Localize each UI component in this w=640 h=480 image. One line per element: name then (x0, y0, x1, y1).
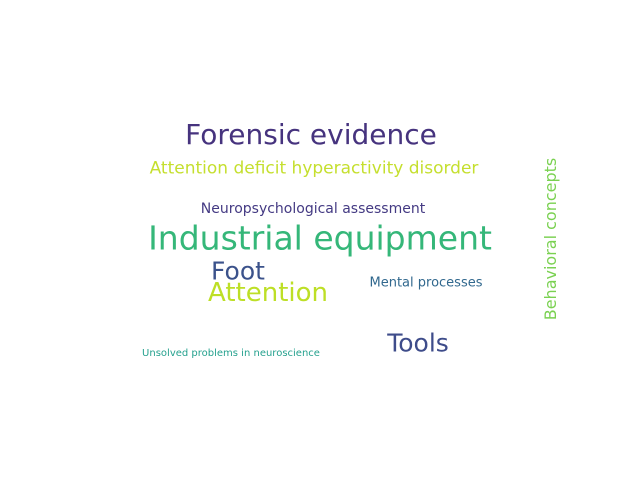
word-mental-processes: Mental processes (369, 275, 483, 291)
word-behavioral-concepts: Behavioral concepts (541, 157, 560, 321)
word-attention-deficit-hyperactivity-disorder: Attention deficit hyperactivity disorder (149, 158, 479, 179)
word-tools: Tools (387, 328, 449, 358)
word-industrial-equipment: Industrial equipment (148, 218, 492, 258)
word-attention: Attention (208, 278, 328, 308)
word-neuropsychological-assessment: Neuropsychological assessment (200, 201, 426, 217)
word-unsolved-problems-in-neuroscience: Unsolved problems in neuroscience (142, 348, 320, 359)
word-forensic-evidence: Forensic evidence (185, 118, 437, 151)
word-foot: Foot (211, 256, 265, 286)
